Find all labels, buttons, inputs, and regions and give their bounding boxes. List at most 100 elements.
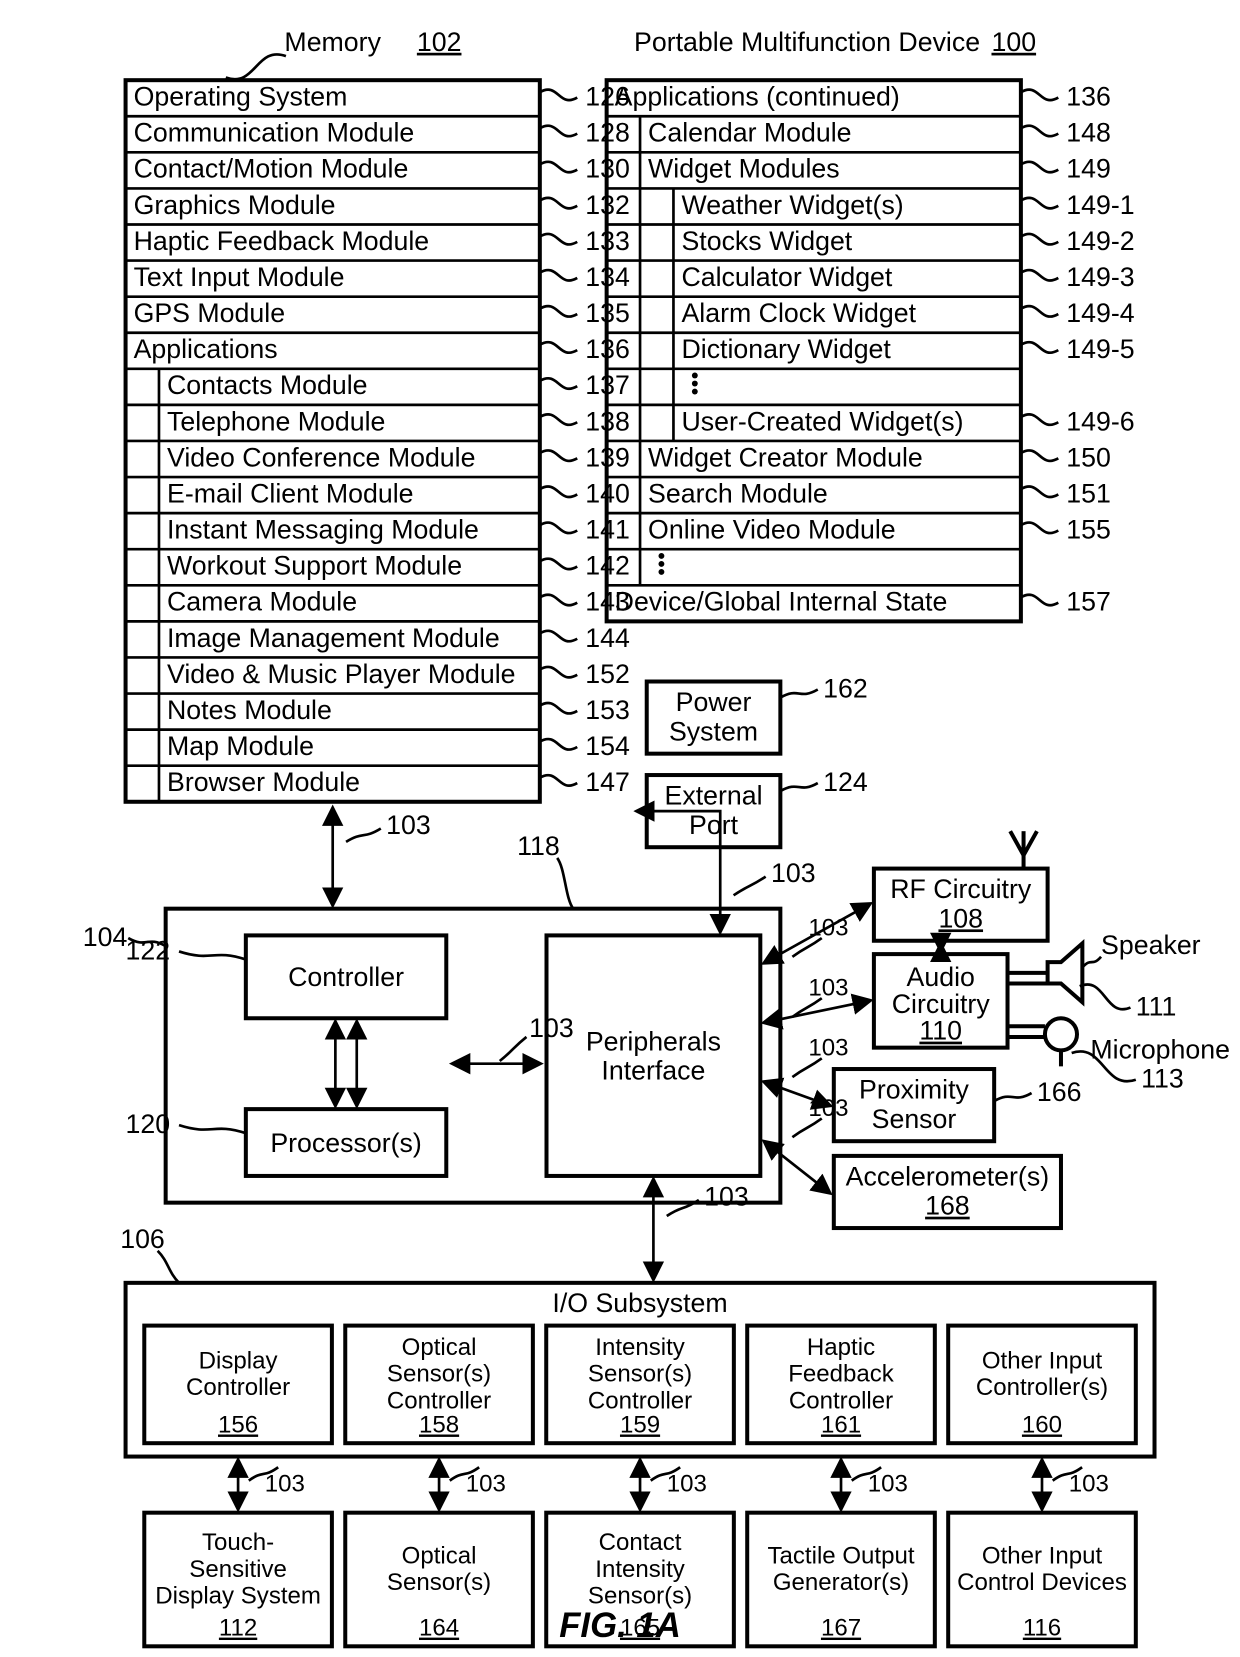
svg-text:167: 167 bbox=[821, 1615, 861, 1642]
svg-text:103: 103 bbox=[868, 1470, 908, 1497]
svg-text:154: 154 bbox=[585, 731, 630, 761]
svg-text:168: 168 bbox=[925, 1191, 970, 1221]
svg-text:Sensor(s): Sensor(s) bbox=[387, 1361, 491, 1388]
svg-text:112: 112 bbox=[219, 1615, 257, 1642]
svg-text:E-mail Client Module: E-mail Client Module bbox=[167, 478, 414, 508]
svg-text:Sensor(s): Sensor(s) bbox=[588, 1583, 692, 1610]
svg-text:103: 103 bbox=[386, 810, 431, 840]
svg-text:149: 149 bbox=[1066, 154, 1111, 184]
svg-text:Alarm Clock Widget: Alarm Clock Widget bbox=[681, 298, 916, 328]
svg-text:Controller: Controller bbox=[789, 1387, 893, 1414]
svg-text:136: 136 bbox=[1066, 82, 1111, 112]
svg-text:Proximity: Proximity bbox=[859, 1074, 969, 1104]
svg-text:149-2: 149-2 bbox=[1066, 226, 1134, 256]
svg-text:Generator(s): Generator(s) bbox=[773, 1569, 909, 1596]
svg-text:Optical: Optical bbox=[402, 1334, 477, 1361]
svg-text:Widget Modules: Widget Modules bbox=[648, 154, 840, 184]
svg-text:External: External bbox=[665, 780, 763, 810]
svg-text:103: 103 bbox=[704, 1181, 749, 1211]
svg-text:104: 104 bbox=[83, 922, 128, 952]
svg-text:Notes Module: Notes Module bbox=[167, 695, 332, 725]
svg-text:Weather Widget(s): Weather Widget(s) bbox=[681, 190, 903, 220]
svg-text:Browser Module: Browser Module bbox=[167, 767, 360, 797]
svg-text:Haptic: Haptic bbox=[807, 1334, 875, 1361]
svg-text:103: 103 bbox=[808, 914, 848, 941]
svg-text:Image Management Module: Image Management Module bbox=[167, 623, 500, 653]
svg-text:103: 103 bbox=[265, 1470, 305, 1497]
svg-text:Intensity: Intensity bbox=[595, 1334, 685, 1361]
svg-text:103: 103 bbox=[771, 858, 816, 888]
svg-text:Speaker: Speaker bbox=[1101, 930, 1201, 960]
svg-text:150: 150 bbox=[1066, 442, 1111, 472]
svg-text:Applications (continued): Applications (continued) bbox=[615, 82, 900, 112]
svg-text:Calculator Widget: Calculator Widget bbox=[681, 262, 892, 292]
svg-text:Sensitive: Sensitive bbox=[189, 1556, 287, 1583]
svg-text:151: 151 bbox=[1066, 478, 1111, 508]
svg-text:Feedback: Feedback bbox=[788, 1361, 895, 1388]
svg-text:Camera Module: Camera Module bbox=[167, 587, 357, 617]
svg-text:Workout Support Module: Workout Support Module bbox=[167, 551, 462, 581]
svg-text:Controller: Controller bbox=[288, 962, 404, 992]
svg-text:Processor(s): Processor(s) bbox=[270, 1128, 421, 1158]
svg-text:149-3: 149-3 bbox=[1066, 262, 1134, 292]
svg-text:152: 152 bbox=[585, 659, 630, 689]
svg-text:Operating System: Operating System bbox=[134, 82, 348, 112]
svg-text:Portable Multifunction Device: Portable Multifunction Device bbox=[634, 27, 980, 57]
svg-text:GPS Module: GPS Module bbox=[134, 298, 285, 328]
svg-text:Graphics Module: Graphics Module bbox=[134, 190, 336, 220]
diagram-svg: Memory102Portable Multifunction Device10… bbox=[0, 0, 1240, 1657]
svg-text:Haptic Feedback Module: Haptic Feedback Module bbox=[134, 226, 430, 256]
svg-text:Peripherals: Peripherals bbox=[586, 1026, 721, 1056]
svg-text:System: System bbox=[669, 716, 758, 746]
svg-text:103: 103 bbox=[466, 1470, 506, 1497]
svg-text:Other Input: Other Input bbox=[982, 1542, 1103, 1569]
svg-text:103: 103 bbox=[667, 1470, 707, 1497]
svg-text:I/O Subsystem: I/O Subsystem bbox=[552, 1288, 727, 1318]
svg-text:Controller: Controller bbox=[186, 1374, 290, 1401]
svg-text:Instant Messaging Module: Instant Messaging Module bbox=[167, 515, 479, 545]
svg-text:166: 166 bbox=[1037, 1077, 1082, 1107]
svg-text:110: 110 bbox=[919, 1016, 962, 1046]
svg-text:149-4: 149-4 bbox=[1066, 298, 1134, 328]
svg-text:103: 103 bbox=[808, 975, 848, 1002]
svg-text:Search Module: Search Module bbox=[648, 478, 828, 508]
svg-text:103: 103 bbox=[808, 1035, 848, 1062]
svg-text:Optical: Optical bbox=[402, 1542, 477, 1569]
svg-text:RF Circuitry: RF Circuitry bbox=[890, 874, 1032, 904]
svg-text:Contacts Module: Contacts Module bbox=[167, 370, 367, 400]
svg-text:Contact/Motion Module: Contact/Motion Module bbox=[134, 154, 409, 184]
svg-text:161: 161 bbox=[821, 1412, 861, 1439]
svg-text:Control Devices: Control Devices bbox=[957, 1569, 1127, 1596]
svg-text:Controller: Controller bbox=[387, 1387, 491, 1414]
svg-text:Touch-: Touch- bbox=[202, 1529, 274, 1556]
svg-text:Online Video Module: Online Video Module bbox=[648, 515, 896, 545]
svg-text:Video & Music Player Module: Video & Music Player Module bbox=[167, 659, 516, 689]
svg-text:156: 156 bbox=[218, 1412, 258, 1439]
svg-text:Sensor(s): Sensor(s) bbox=[588, 1361, 692, 1388]
svg-text:159: 159 bbox=[620, 1412, 660, 1439]
svg-text:Dictionary Widget: Dictionary Widget bbox=[681, 334, 891, 364]
svg-text:Microphone: Microphone bbox=[1090, 1034, 1230, 1064]
svg-text:164: 164 bbox=[419, 1615, 459, 1642]
svg-text:Telephone Module: Telephone Module bbox=[167, 406, 385, 436]
svg-text:Display System: Display System bbox=[155, 1583, 321, 1610]
svg-text:Controller(s): Controller(s) bbox=[976, 1374, 1108, 1401]
svg-text:Widget Creator Module: Widget Creator Module bbox=[648, 442, 923, 472]
svg-text:Contact: Contact bbox=[599, 1529, 682, 1556]
svg-text:Tactile Output: Tactile Output bbox=[768, 1542, 915, 1569]
svg-text:103: 103 bbox=[529, 1013, 574, 1043]
svg-text:Applications: Applications bbox=[134, 334, 278, 364]
svg-text:Display: Display bbox=[199, 1347, 278, 1374]
svg-text:122: 122 bbox=[126, 935, 171, 965]
svg-text:120: 120 bbox=[126, 1109, 171, 1139]
svg-text:160: 160 bbox=[1022, 1412, 1062, 1439]
svg-text:147: 147 bbox=[585, 767, 630, 797]
svg-text:Text Input Module: Text Input Module bbox=[134, 262, 345, 292]
svg-text:Circuitry: Circuitry bbox=[892, 989, 991, 1019]
svg-text:Video Conference Module: Video Conference Module bbox=[167, 442, 475, 472]
svg-text:Controller: Controller bbox=[588, 1387, 692, 1414]
svg-text:155: 155 bbox=[1066, 515, 1111, 545]
svg-text:111: 111 bbox=[1136, 992, 1177, 1022]
svg-text:Sensor(s): Sensor(s) bbox=[387, 1569, 491, 1596]
svg-text:102: 102 bbox=[417, 27, 462, 57]
